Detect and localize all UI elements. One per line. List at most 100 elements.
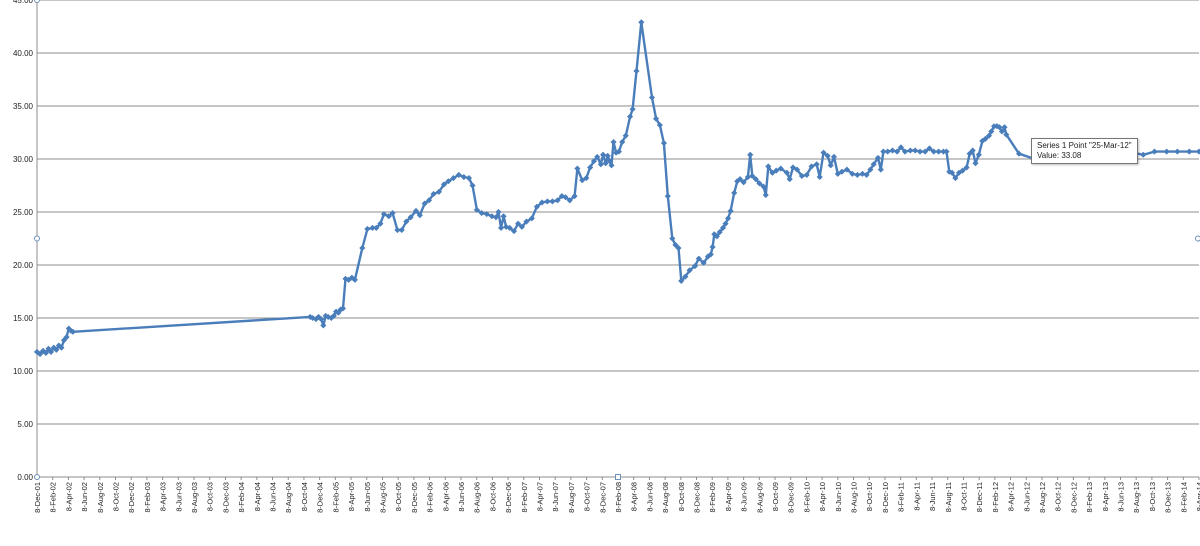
data-point-marker[interactable] [365,226,371,232]
x-tick-label: 8-Jun-12 [1022,482,1031,512]
data-point-marker[interactable] [1175,149,1181,155]
data-point-marker[interactable] [627,114,633,120]
y-tick-label: 25.00 [13,208,34,217]
x-tick-label: 8-Jun-11 [928,482,937,511]
data-point-marker[interactable] [731,190,737,196]
x-tick-label: 8-Jun-08 [645,482,654,512]
x-tick-label: 8-Oct-07 [583,482,592,511]
x-tick-label: 8-Oct-13 [1148,482,1157,511]
data-point-marker[interactable] [885,149,891,155]
x-tick-label: 8-Aug-06 [473,482,482,513]
y-tick-label: 30.00 [13,155,34,164]
x-tick-label: 8-Feb-08 [614,482,623,512]
x-tick-label: 8-Aug-12 [1038,482,1047,513]
x-tick-label: 8-Apr-14 [1195,482,1200,511]
x-tick-label: 8-Jun-03 [174,482,183,512]
x-tick-label: 8-Apr-09 [724,482,733,511]
x-tick-label: 8-Feb-07 [520,482,529,512]
selection-handle[interactable] [35,236,40,241]
data-point-marker[interactable] [661,140,667,146]
x-tick-label: 8-Apr-11 [912,482,921,511]
data-point-marker[interactable] [1164,149,1170,155]
series-line[interactable] [37,22,1199,354]
x-tick-label: 8-Apr-04 [253,482,262,511]
data-point-marker[interactable] [1140,152,1146,158]
data-point-marker[interactable] [817,174,823,180]
data-point-marker[interactable] [550,199,556,205]
tooltip-title: Series 1 Point "25-Mar-12" [1037,141,1132,151]
x-tick-label: 8-Aug-02 [96,482,105,513]
x-tick-label: 8-Oct-02 [112,482,121,511]
x-tick-label: 8-Apr-02 [64,482,73,511]
x-tick-label: 8-Jun-09 [740,482,749,512]
x-tick-label: 8-Oct-04 [300,482,309,511]
data-point-marker[interactable] [638,19,644,25]
x-tick-label: 8-Jun-05 [363,482,372,512]
data-point-marker[interactable] [763,192,769,198]
data-point-marker[interactable] [1187,149,1193,155]
x-tick-label: 8-Jun-02 [80,482,89,512]
data-point-marker[interactable] [665,193,671,199]
data-point-marker[interactable] [630,106,636,112]
x-tick-label: 8-Feb-02 [49,482,58,512]
x-tick-label: 8-Aug-07 [567,482,576,513]
x-tick-label: 8-Feb-10 [802,482,811,512]
x-tick-label: 8-Aug-03 [190,482,199,513]
data-point-marker[interactable] [1196,149,1200,155]
data-point-marker[interactable] [710,244,716,250]
x-tick-label: 8-Apr-03 [159,482,168,511]
x-tick-label: 8-Dec-01 [33,482,42,513]
x-tick-label: 8-Apr-12 [1007,482,1016,511]
data-point-marker[interactable] [501,213,507,219]
series-1[interactable] [34,19,1200,356]
x-tick-label: 8-Dec-12 [1069,482,1078,513]
data-point-marker[interactable] [912,148,918,154]
x-tick-label: 8-Dec-09 [787,482,796,513]
y-tick-label: 20.00 [13,261,34,270]
data-point-marker[interactable] [1152,149,1158,155]
x-tick-label: 8-Jun-04 [269,482,278,512]
gridlines [37,0,1199,477]
data-point-marker[interactable] [878,167,884,173]
selection-handle[interactable] [35,0,40,3]
data-point-marker[interactable] [855,172,861,178]
x-tick-label: 8-Dec-10 [881,482,890,513]
x-tick-label: 8-Aug-04 [284,482,293,513]
x-tick-label: 8-Oct-05 [394,482,403,511]
y-tick-label: 10.00 [13,367,34,376]
x-tick-label: 8-Feb-06 [426,482,435,512]
data-point-marker[interactable] [890,148,896,154]
x-tick-label: 8-Feb-13 [1085,482,1094,512]
data-point-tooltip: Series 1 Point "25-Mar-12" Value: 33.08 [1031,138,1138,164]
y-tick-label: 45.00 [13,0,34,5]
data-point-marker[interactable] [649,95,655,101]
x-tick-label: 8-Feb-04 [237,482,246,512]
data-point-marker[interactable] [360,245,366,251]
x-tick-label: 8-Oct-03 [206,482,215,511]
data-point-marker[interactable] [321,323,327,329]
selection-handles[interactable] [35,0,1200,480]
x-tick-label: 8-Apr-06 [441,482,450,511]
x-tick-label: 8-Apr-05 [347,482,356,511]
x-tick-label: 8-Aug-13 [1132,482,1141,513]
x-tick-label: 8-Dec-02 [127,482,136,513]
x-tick-label: 8-Dec-08 [693,482,702,513]
x-tick-label: 8-Feb-05 [331,482,340,512]
x-tick-label: 8-Jun-07 [551,482,560,512]
data-point-marker[interactable] [747,152,753,158]
data-point-marker[interactable] [498,225,504,231]
data-point-marker[interactable] [600,152,606,158]
x-tick-label: 8-Dec-11 [975,482,984,512]
data-point-marker[interactable] [634,68,640,74]
x-tick-label: 8-Dec-06 [504,482,513,513]
selection-handle[interactable] [35,475,40,480]
selection-handle[interactable] [616,475,621,480]
x-tick-label: 8-Aug-11 [944,482,953,512]
x-tick-label: 8-Jun-06 [457,482,466,512]
x-tick-label: 8-Dec-04 [316,482,325,513]
y-tick-label: 15.00 [13,314,34,323]
selection-handle[interactable] [1196,236,1200,241]
data-point-marker[interactable] [611,139,617,145]
